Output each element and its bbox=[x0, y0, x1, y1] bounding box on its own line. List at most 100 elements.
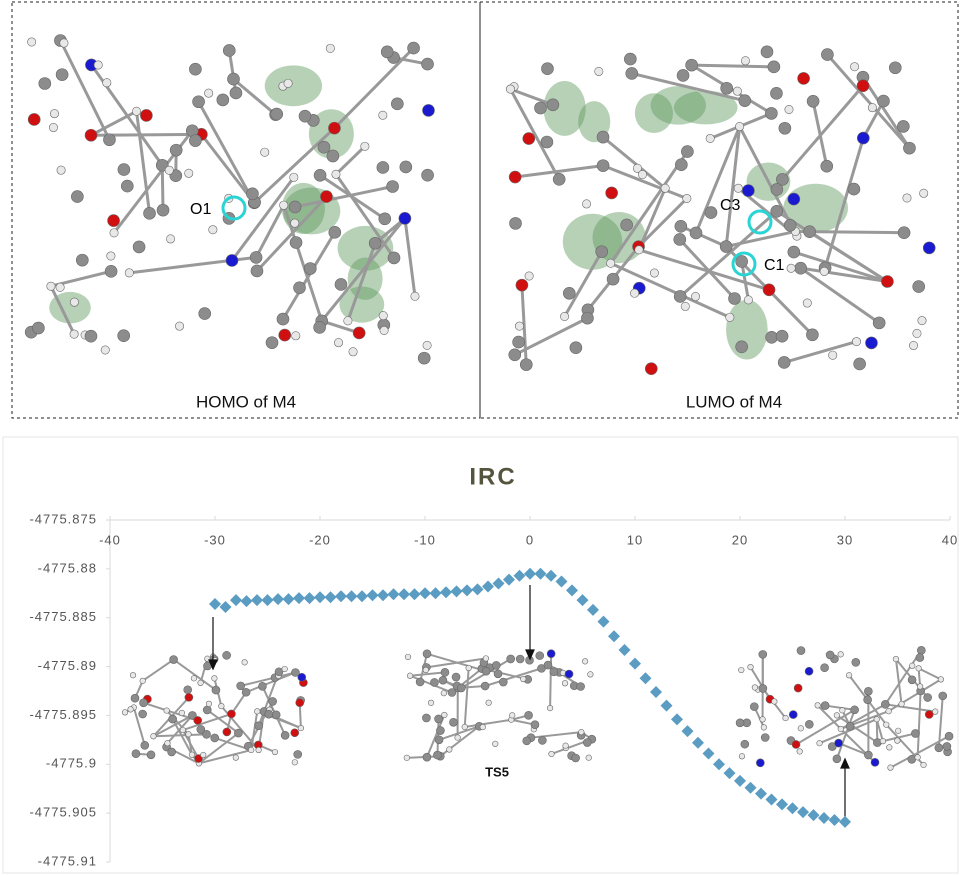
atom bbox=[625, 67, 639, 80]
bond bbox=[816, 704, 842, 730]
bond bbox=[281, 231, 337, 320]
marker bbox=[345, 590, 358, 603]
atom bbox=[564, 669, 574, 679]
atom bbox=[505, 84, 515, 94]
atom bbox=[522, 736, 532, 746]
orbital-lobe bbox=[634, 93, 673, 133]
bond bbox=[679, 210, 778, 298]
bond bbox=[824, 704, 855, 711]
marker bbox=[461, 584, 473, 597]
atom bbox=[417, 351, 431, 365]
atom bbox=[291, 759, 298, 766]
atom bbox=[183, 685, 193, 695]
atom bbox=[32, 321, 45, 335]
marker bbox=[566, 584, 578, 597]
atom bbox=[246, 187, 259, 201]
marker bbox=[618, 643, 631, 656]
atom bbox=[514, 321, 524, 331]
bond bbox=[530, 731, 582, 739]
atom bbox=[268, 697, 277, 706]
atom bbox=[378, 311, 388, 321]
atom bbox=[129, 672, 137, 679]
atom bbox=[295, 698, 305, 708]
marker bbox=[744, 781, 757, 794]
bond bbox=[781, 84, 865, 181]
atom bbox=[534, 101, 547, 115]
marker bbox=[450, 585, 463, 598]
bond bbox=[514, 164, 604, 179]
marker bbox=[356, 590, 368, 603]
atom bbox=[793, 683, 803, 693]
atom bbox=[270, 107, 284, 121]
atom bbox=[520, 675, 527, 683]
atom bbox=[581, 311, 594, 325]
atom bbox=[681, 145, 694, 158]
atom bbox=[398, 212, 412, 225]
marker bbox=[492, 577, 505, 590]
atom bbox=[334, 338, 344, 348]
marker bbox=[219, 600, 232, 613]
marker bbox=[755, 787, 767, 800]
atom bbox=[399, 160, 413, 174]
marker bbox=[713, 758, 725, 771]
atom bbox=[596, 130, 610, 144]
bond bbox=[261, 685, 287, 736]
atom bbox=[506, 654, 515, 664]
atom bbox=[360, 141, 370, 151]
atom bbox=[624, 52, 637, 66]
atom bbox=[222, 651, 231, 660]
atom bbox=[920, 761, 927, 769]
atom bbox=[167, 747, 176, 757]
marker bbox=[776, 798, 788, 811]
atom bbox=[146, 750, 156, 760]
atom bbox=[888, 61, 902, 75]
atom bbox=[55, 68, 69, 81]
atom bbox=[581, 658, 589, 665]
marker bbox=[629, 657, 641, 670]
orbital-lobe bbox=[49, 291, 91, 324]
atom bbox=[760, 45, 774, 59]
bond bbox=[740, 261, 750, 301]
atom bbox=[258, 681, 267, 691]
atom bbox=[387, 251, 401, 265]
marker bbox=[608, 630, 620, 643]
marker bbox=[702, 747, 715, 760]
atom bbox=[479, 724, 486, 731]
atom bbox=[660, 183, 670, 193]
bond bbox=[142, 658, 175, 682]
x-tick-label: 30 bbox=[837, 532, 853, 547]
atom bbox=[806, 94, 820, 108]
x-tick-label: 40 bbox=[942, 532, 958, 547]
atom bbox=[797, 725, 804, 732]
atom bbox=[378, 212, 392, 226]
atom bbox=[508, 348, 522, 362]
bond bbox=[439, 725, 480, 757]
atom bbox=[124, 268, 134, 278]
marker bbox=[366, 589, 379, 602]
atom bbox=[675, 158, 688, 172]
atom bbox=[185, 731, 192, 738]
atom bbox=[673, 233, 687, 246]
atom bbox=[605, 186, 618, 200]
atom bbox=[197, 679, 204, 687]
arrows bbox=[208, 585, 850, 818]
atom bbox=[415, 677, 425, 687]
atom bbox=[289, 172, 299, 182]
marker bbox=[303, 592, 316, 605]
atom bbox=[561, 680, 569, 687]
atom bbox=[491, 661, 501, 670]
atom bbox=[776, 173, 789, 186]
bond bbox=[321, 319, 360, 335]
atom bbox=[538, 736, 547, 745]
panel-label: HOMO of M4 bbox=[196, 392, 296, 411]
atom bbox=[740, 739, 750, 749]
atom bbox=[596, 159, 610, 172]
marker bbox=[660, 699, 673, 712]
bond bbox=[918, 667, 942, 681]
atom bbox=[915, 653, 925, 662]
atom bbox=[562, 742, 569, 749]
atom bbox=[27, 37, 37, 47]
atom bbox=[378, 110, 388, 120]
atom bbox=[552, 172, 566, 186]
